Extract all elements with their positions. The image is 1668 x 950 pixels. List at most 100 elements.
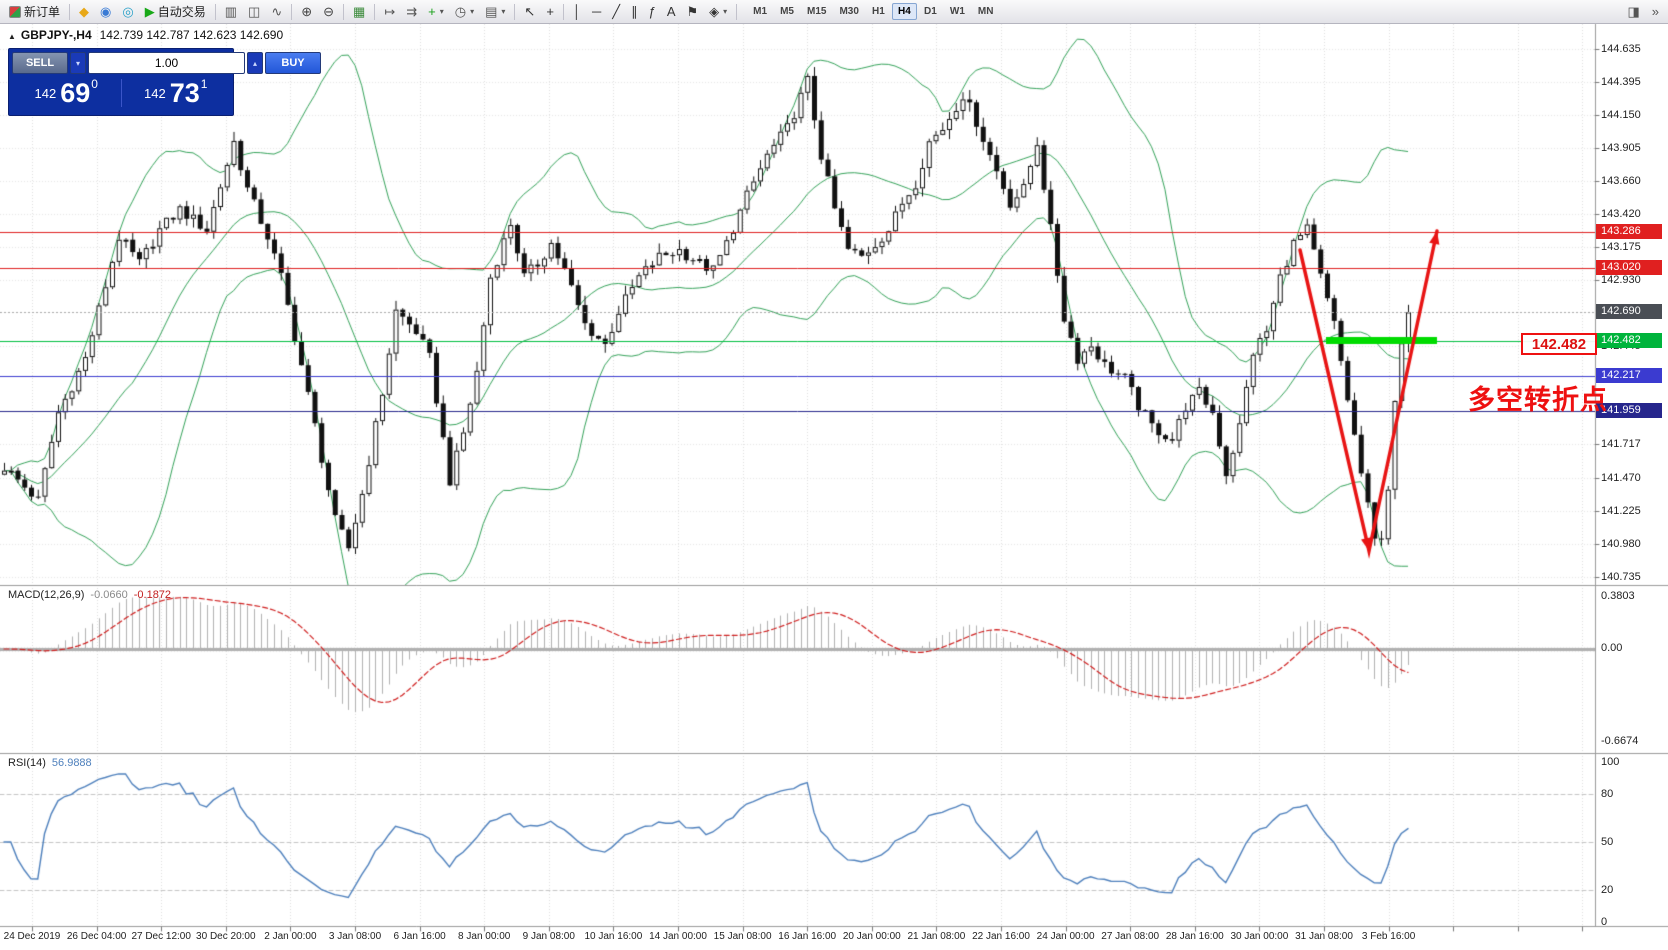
candlestick-chart-icon: ◫ — [248, 4, 261, 19]
periods-button[interactable]: ◷ ▾ — [450, 2, 479, 22]
buy-button[interactable]: BUY — [265, 52, 321, 74]
timeframe-d1-button[interactable]: D1 — [918, 3, 943, 20]
periods-icon: ◷ — [454, 4, 467, 19]
panel-toggle-icon[interactable]: ▲ — [8, 32, 16, 41]
timeframe-toolbar: M1 M5 M15 M30 H1 H4 D1 W1 MN — [747, 3, 999, 20]
label-tool-button[interactable]: ⚑ — [682, 2, 704, 22]
channel-tool-button[interactable]: ∥ — [626, 2, 643, 22]
shapes-icon: ◈ — [709, 4, 720, 19]
macd-label: MACD(12,26,9) -0.0660 -0.1872 — [8, 589, 171, 601]
macd-main-value: -0.0660 — [90, 589, 128, 601]
tile-windows-button[interactable]: ▦ — [348, 2, 370, 22]
rsi-name: RSI(14) — [8, 757, 46, 769]
toolbar-separator — [562, 3, 564, 20]
chart-shift-button[interactable]: ⇉ — [401, 2, 422, 22]
buy-price[interactable]: 142 73 1 — [122, 77, 231, 108]
main-toolbar: 新订单 ◆ ◉ ◎ ▶ 自动交易 ▥ ◫ ∿ ⊕ ⊖ ▦ ↦ ⇉ + ▾ ◷ ▾ ▤ ▾ ↖ + │ ─ ╱ ∥ ƒ A ⚑ ◈ ▾ M1 M5… — [0, 0, 1668, 24]
timeframe-mn-button[interactable]: MN — [972, 3, 1000, 20]
caret-down-icon: ▾ — [470, 7, 475, 16]
volume-down-button[interactable]: ▾ — [70, 52, 86, 74]
new-order-icon — [9, 5, 21, 18]
turning-point-note: 多空转折点 — [1468, 385, 1608, 415]
price-callout[interactable]: 142.482 — [1521, 333, 1597, 355]
timeframe-m5-button[interactable]: M5 — [774, 3, 800, 20]
timeframe-m15-button[interactable]: M15 — [801, 3, 832, 20]
indicators-button[interactable]: + ▾ — [423, 2, 449, 22]
timeframe-m30-button[interactable]: M30 — [833, 3, 864, 20]
buy-price-pips: 73 — [169, 77, 200, 108]
cursor-icon: ↖ — [524, 4, 536, 19]
text-tool-icon: A — [666, 4, 676, 19]
timeframe-h1-button[interactable]: H1 — [866, 3, 891, 20]
rsi-label: RSI(14) 56.9888 — [8, 757, 92, 769]
caret-down-icon: ▾ — [723, 7, 728, 16]
zoom-in-button[interactable]: ⊕ — [296, 2, 317, 22]
toolbar-separator — [291, 3, 293, 20]
timeframe-h4-button[interactable]: H4 — [891, 3, 917, 20]
templates-icon: ▤ — [485, 4, 498, 19]
cursor-button[interactable]: ↖ — [519, 2, 540, 22]
scroll-to-end-button[interactable]: ↦ — [379, 2, 400, 22]
sell-button[interactable]: SELL — [12, 52, 68, 74]
crosshair-icon: + — [546, 4, 554, 19]
sell-price-pipette: 0 — [91, 77, 98, 91]
price-divider — [120, 79, 122, 107]
new-order-button[interactable]: 新订单 — [4, 2, 65, 22]
text-tool-button[interactable]: A — [662, 2, 681, 22]
toolbar-separator — [514, 3, 516, 20]
templates-button[interactable]: ▤ ▾ — [480, 2, 510, 22]
caret-down-icon: ▾ — [439, 7, 444, 16]
auto-trading-label: 自动交易 — [157, 5, 206, 19]
zoom-out-button[interactable]: ⊖ — [318, 2, 339, 22]
toolbar-separator — [374, 3, 376, 20]
buy-price-prefix: 142 — [144, 85, 166, 101]
horizontal-line-tool-icon: ─ — [592, 4, 602, 19]
candlestick-chart-button[interactable]: ◫ — [243, 2, 265, 22]
auto-trading-button[interactable]: ▶ 自动交易 — [140, 2, 211, 22]
trendline-tool-button[interactable]: ╱ — [607, 2, 625, 22]
toolbar-overflow-button[interactable]: » — [1647, 2, 1664, 22]
toolbar-right-group: ◨» — [1622, 2, 1664, 22]
horizontal-line-tool-button[interactable]: ─ — [587, 2, 606, 22]
timeframe-m1-button[interactable]: M1 — [747, 3, 773, 20]
chart-header: ▲ GBPJPY-,H4 142.739 142.787 142.623 142.6… — [8, 28, 283, 42]
macd-signal-value: -0.1872 — [133, 589, 172, 601]
line-chart-icon: ∿ — [271, 4, 283, 19]
label-tool-icon: ⚑ — [686, 4, 699, 19]
vertical-line-tool-button[interactable]: │ — [568, 2, 586, 22]
indicators-icon: + — [428, 4, 436, 19]
chart-ohlc: 142.739 142.787 142.623 142.690 — [99, 28, 284, 42]
community-button[interactable]: ◎ — [117, 2, 138, 22]
megaphone-button[interactable]: ◆ — [74, 2, 94, 22]
windows-icon: ◨ — [1627, 4, 1640, 19]
shapes-button[interactable]: ◈ ▾ — [704, 2, 732, 22]
line-chart-button[interactable]: ∿ — [266, 2, 287, 22]
bar-chart-button[interactable]: ▥ — [220, 2, 242, 22]
timeframe-w1-button[interactable]: W1 — [944, 3, 971, 20]
vertical-line-tool-icon: │ — [572, 4, 582, 19]
crosshair-button[interactable]: + — [541, 2, 559, 22]
fibonacci-tool-button[interactable]: ƒ — [644, 2, 661, 22]
toolbar-separator — [736, 3, 738, 20]
megaphone-icon: ◆ — [79, 4, 90, 19]
one-click-trading-panel: SELL ▾ ▴ BUY 142 69 0 142 73 1 — [8, 48, 321, 116]
toolbar-separator — [343, 3, 345, 20]
toolbar-separator — [69, 3, 71, 20]
zoom-in-icon: ⊕ — [301, 4, 313, 19]
windows-button[interactable]: ◨ — [1622, 2, 1644, 22]
volume-up-button[interactable]: ▴ — [247, 52, 263, 74]
sell-price-prefix: 142 — [34, 85, 57, 101]
scroll-to-end-icon: ↦ — [384, 4, 396, 19]
trendline-tool-icon: ╱ — [612, 4, 621, 19]
toolbar-overflow-icon: » — [1651, 4, 1659, 19]
sell-price-pips: 69 — [60, 77, 91, 108]
new-order-label: 新订单 — [24, 5, 61, 19]
sell-price[interactable]: 142 69 0 — [12, 77, 121, 108]
buy-price-pipette: 1 — [200, 77, 208, 91]
volume-input[interactable] — [88, 52, 245, 74]
community-icon: ◎ — [122, 4, 134, 19]
chart-symbol: GBPJPY-,H4 — [20, 28, 92, 42]
fibonacci-tool-icon: ƒ — [648, 4, 656, 19]
profile-button[interactable]: ◉ — [95, 2, 116, 22]
